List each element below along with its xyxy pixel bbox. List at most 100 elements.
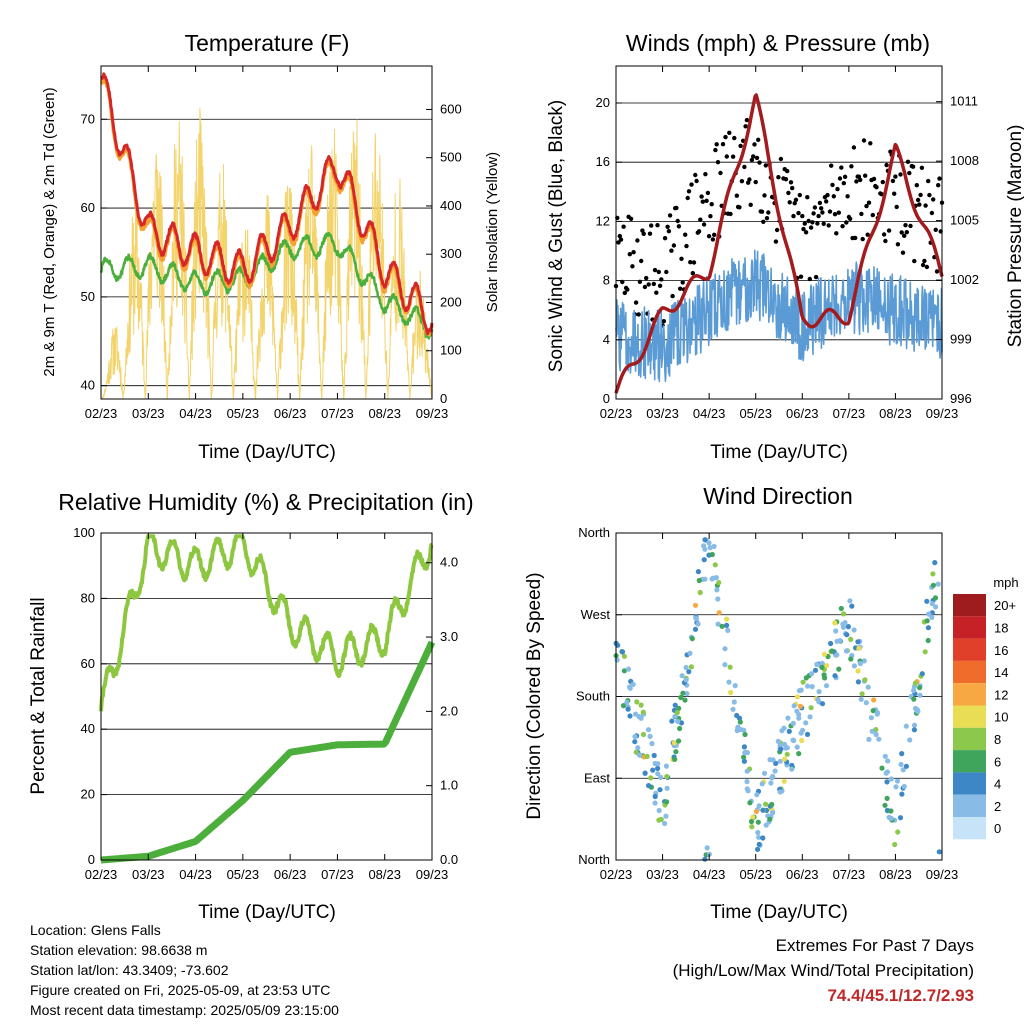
direction-point	[884, 769, 891, 775]
gust-point	[899, 230, 904, 235]
colorbar-label: 12	[994, 687, 1008, 702]
direction-point	[680, 690, 686, 696]
gust-point	[816, 213, 821, 219]
winds-ytick-right-label: 1002	[950, 272, 979, 287]
gust-point	[652, 267, 658, 273]
gust-point	[712, 232, 717, 237]
direction-point	[706, 540, 712, 546]
gust-point	[914, 183, 919, 188]
colorbar-swatch	[953, 772, 986, 795]
gust-point	[710, 237, 716, 242]
direction-point	[901, 783, 907, 790]
direction-point	[756, 841, 762, 847]
direction-point	[917, 685, 923, 691]
gust-point	[791, 213, 796, 219]
direction-point	[632, 734, 638, 740]
gust-point	[776, 175, 781, 180]
direction-point	[640, 731, 647, 738]
direction-point	[804, 731, 811, 738]
direction-point	[760, 835, 766, 841]
gust-point	[766, 210, 771, 215]
direction-point	[838, 605, 844, 612]
colorbar-label: 16	[994, 643, 1008, 658]
gust-point	[819, 206, 824, 211]
direction-point	[732, 683, 738, 689]
gust-point	[699, 194, 704, 199]
direction-point	[812, 667, 819, 673]
winds-xtick-label: 05/23	[739, 406, 772, 421]
direction-point	[669, 718, 675, 724]
direction-point	[885, 758, 891, 764]
humidity-ytick-label: 80	[81, 590, 95, 605]
direction-point	[663, 763, 670, 769]
gust-point	[625, 287, 630, 292]
humidity-ytick-label: 60	[81, 656, 95, 671]
gust-point	[698, 217, 703, 222]
direction-point	[657, 787, 663, 793]
direction-point	[724, 622, 730, 629]
colorbar-label: 20+	[994, 598, 1016, 613]
gust-point	[922, 258, 927, 264]
gust-point	[820, 210, 825, 215]
direction-point	[678, 694, 684, 701]
winds-xtick-label: 08/23	[879, 406, 912, 421]
direction-point	[786, 728, 792, 735]
humidity-xtick-label: 02/23	[85, 867, 118, 882]
gust-point	[649, 223, 654, 228]
gust-point	[803, 230, 809, 235]
direction-xlabel: Time (Day/UTC)	[710, 902, 848, 923]
temperature-xtick-label: 05/23	[227, 406, 260, 421]
direction-point	[651, 752, 657, 759]
gust-point	[929, 210, 935, 216]
direction-point	[650, 767, 656, 773]
gust-point	[880, 179, 885, 185]
temperature-ytick-label: 70	[81, 111, 95, 126]
direction-point	[633, 749, 639, 755]
gust-point	[893, 174, 898, 179]
gust-point	[808, 225, 814, 230]
direction-point	[674, 709, 680, 716]
humidity-xtick-label: 08/23	[368, 867, 401, 882]
gust-point	[807, 276, 812, 282]
gust-point	[749, 157, 755, 163]
direction-point	[630, 681, 636, 688]
winds-ytick-label: 0	[603, 391, 610, 406]
direction-point	[689, 636, 695, 642]
gust-point	[858, 177, 863, 183]
gust-point	[659, 277, 664, 282]
winds-xtick-label: 04/23	[693, 406, 726, 421]
direction-point	[709, 551, 715, 558]
gust-point	[874, 185, 879, 190]
gust-point	[900, 250, 906, 255]
direction-point	[900, 767, 906, 773]
direction-point	[879, 765, 885, 771]
direction-point	[855, 668, 861, 674]
gust-point	[786, 190, 791, 196]
temperature-xtick-label: 02/23	[85, 406, 118, 421]
gust-point	[895, 242, 901, 247]
direction-point	[922, 649, 928, 655]
direction-point	[731, 699, 737, 705]
dewpoint-line	[99, 231, 434, 340]
gust-point	[654, 290, 659, 295]
gust-point	[841, 181, 846, 186]
winds-ytick-label: 20	[596, 95, 610, 110]
direction-point	[932, 560, 938, 566]
gust-point	[703, 172, 708, 177]
direction-point	[737, 719, 743, 725]
direction-point	[924, 598, 930, 604]
winds-ytick-right-label: 1011	[950, 94, 978, 109]
direction-point	[840, 624, 847, 630]
gust-point	[644, 275, 649, 281]
colorbar-swatch	[953, 594, 986, 617]
direction-point	[894, 778, 901, 784]
humidity-ytick-right-label: 1.0	[440, 778, 458, 793]
gust-point	[905, 159, 911, 164]
humidity-xlabel: Time (Day/UTC)	[198, 902, 336, 923]
direction-point	[862, 677, 868, 683]
temperature-plot-frame	[100, 65, 433, 400]
temperature-ytick-label: 60	[81, 200, 95, 215]
temperature-xtick-label: 08/23	[368, 406, 401, 421]
gust-point	[669, 248, 674, 253]
direction-point	[851, 627, 857, 633]
